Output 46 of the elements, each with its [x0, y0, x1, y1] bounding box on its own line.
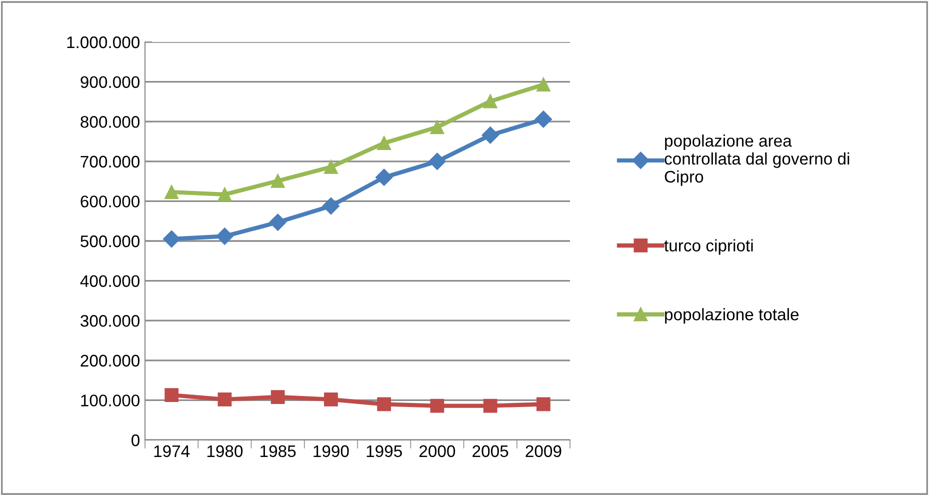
legend-label: popolazione totale — [665, 308, 799, 324]
point — [377, 397, 392, 412]
point — [482, 126, 499, 144]
point — [324, 160, 338, 174]
point — [164, 388, 179, 402]
point — [322, 197, 340, 215]
point — [163, 230, 180, 248]
x-tick-label: 1980 — [207, 445, 243, 458]
point — [269, 214, 286, 231]
point — [218, 187, 232, 202]
point — [164, 185, 179, 199]
y-tick-label: 300.000 — [80, 315, 140, 327]
point — [324, 392, 338, 406]
y-tick-label: 400.000 — [80, 275, 140, 288]
point — [270, 390, 285, 404]
point — [216, 228, 234, 245]
point — [534, 110, 552, 128]
point — [483, 398, 498, 413]
legend-label: turco ciprioti — [664, 239, 753, 255]
point — [536, 397, 550, 412]
y-tick-label: 600.000 — [80, 196, 140, 208]
point — [430, 398, 444, 413]
legend-label: popolazione area controllata dal governo di Cipro — [664, 134, 850, 186]
point — [483, 94, 498, 108]
x-tick-label: 2009 — [526, 445, 562, 458]
point — [430, 120, 444, 134]
x-tick-label: 1990 — [314, 445, 349, 458]
y-tick-label: 0 — [132, 434, 140, 446]
x-tick-label: 1985 — [260, 445, 296, 458]
y-tick-label: 100.000 — [81, 394, 140, 406]
x-tick-label: 2005 — [472, 445, 508, 458]
x-tick-label: 1974 — [154, 445, 190, 458]
y-tick-label: 700.000 — [80, 156, 140, 168]
point — [376, 168, 393, 186]
y-tick-label: 1.000.000 — [67, 36, 140, 48]
y-tick-label: 200.000 — [80, 354, 140, 367]
point — [377, 136, 392, 150]
x-tick-label: 2000 — [419, 445, 456, 458]
y-tick-label: 500.000 — [80, 235, 140, 248]
point — [536, 78, 550, 92]
y-tick-label: 800.000 — [80, 116, 140, 128]
y-tick-label: 900.000 — [80, 76, 140, 88]
point — [218, 392, 232, 406]
point — [428, 152, 446, 170]
x-tick-label: 1995 — [366, 445, 402, 458]
point — [270, 174, 285, 188]
